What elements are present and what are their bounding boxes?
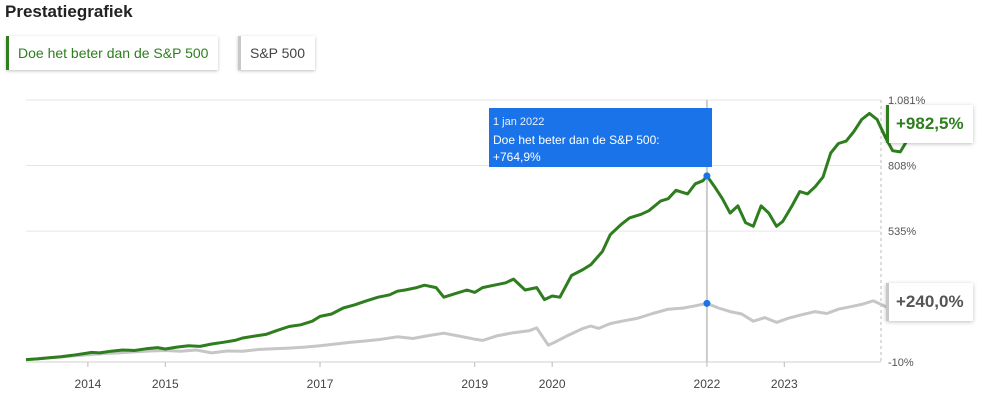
hover-marker-strategy bbox=[703, 172, 711, 180]
tooltip-date: 1 jan 2022 bbox=[493, 116, 545, 128]
x-axis-ticks: 2014 2015 2017 2019 2020 2022 2023 bbox=[75, 362, 798, 391]
x-tick-label: 2022 bbox=[694, 377, 721, 391]
series-line-sp500 bbox=[25, 296, 932, 362]
y-tick-label: 1.081% bbox=[888, 95, 926, 107]
x-tick-label: 2019 bbox=[461, 377, 488, 391]
x-tick-label: 2017 bbox=[307, 377, 334, 391]
x-tick-label: 2015 bbox=[152, 377, 179, 391]
y-tick-label: 535% bbox=[888, 226, 916, 238]
legend-item-sp500[interactable]: S&P 500 bbox=[238, 36, 316, 70]
hover-tooltip: 1 jan 2022 Doe het beter dan de S&P 500:… bbox=[489, 108, 712, 182]
legend-item-strategy[interactable]: Doe het beter dan de S&P 500 bbox=[6, 36, 219, 70]
tooltip-strategy-value: Doe het beter dan de S&P 500: +764,9% bbox=[493, 132, 660, 165]
chart-title: Prestatiegrafiek bbox=[5, 2, 133, 21]
hover-marker-sp500 bbox=[703, 299, 711, 307]
y-tick-label: -10% bbox=[888, 357, 914, 369]
legend-label-sp500: S&P 500 bbox=[250, 45, 306, 61]
x-tick-label: 2014 bbox=[75, 377, 102, 391]
x-tick-label: 2020 bbox=[539, 377, 566, 391]
last-value-strategy: +982,5% bbox=[896, 113, 964, 133]
x-tick-label: 2023 bbox=[771, 377, 798, 391]
last-value-badge-sp500: +240,0% bbox=[886, 282, 973, 321]
y-tick-label: 808% bbox=[888, 161, 916, 173]
y-axis-ticks: 1.081% 808% 535% -10% bbox=[888, 95, 926, 369]
last-value-badge-strategy: +982,5% bbox=[886, 104, 973, 143]
tooltip-sp500-value: S&P 500: +234,2% bbox=[493, 167, 595, 182]
series-line-strategy bbox=[25, 107, 933, 362]
chart-grid bbox=[26, 99, 882, 363]
last-value-sp500: +240,0% bbox=[896, 291, 964, 311]
legend-label-strategy: Doe het beter dan de S&P 500 bbox=[18, 45, 209, 61]
